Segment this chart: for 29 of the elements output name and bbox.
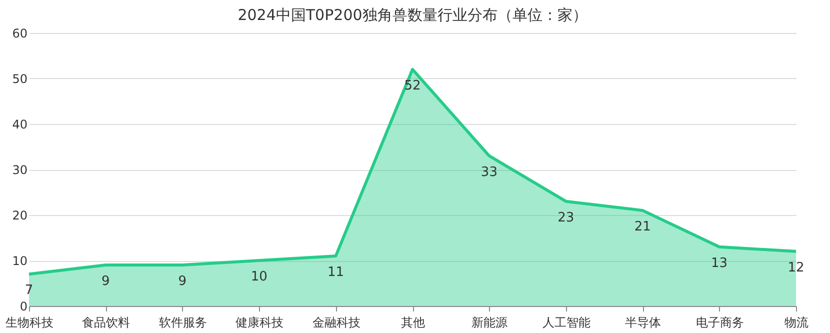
data-label: 7 xyxy=(24,283,34,298)
x-tick-label: 金融科技 xyxy=(312,316,360,330)
x-tick-label: 生物科技 xyxy=(6,316,54,330)
data-label: 21 xyxy=(634,219,651,234)
data-label: 10 xyxy=(250,270,268,284)
x-tick-label: 健康科技 xyxy=(236,316,284,330)
x-tick-label: 电子商务 xyxy=(696,316,744,330)
data-label: 12 xyxy=(788,260,804,276)
data-label: 9 xyxy=(178,274,187,290)
y-tick-label: 30 xyxy=(12,163,28,177)
x-tick-label: 其他 xyxy=(401,316,425,330)
x-tick-label: 食品饮料 xyxy=(82,316,130,330)
y-tick-label: 20 xyxy=(12,208,28,222)
y-tick-label: 50 xyxy=(12,72,28,86)
x-tick-label: 物流 xyxy=(784,316,808,330)
data-label: 13 xyxy=(711,256,728,271)
x-tick-label: 半导体 xyxy=(625,316,662,330)
data-label: 33 xyxy=(480,164,498,180)
x-tick-label: 新能源 xyxy=(472,316,508,330)
y-tick-label: 10 xyxy=(12,254,28,268)
x-tick-label: 人工智能 xyxy=(542,316,590,330)
x-tick-label: 软件服务 xyxy=(158,316,207,330)
data-label: 9 xyxy=(102,274,110,290)
y-tick-label: 60 xyxy=(12,26,28,40)
chart-title: 2024中国T0P200独角兽数量行业分布（单位：家） xyxy=(238,6,588,24)
y-tick-label: 40 xyxy=(12,118,28,132)
data-label: 11 xyxy=(328,264,344,280)
data-label: 23 xyxy=(558,210,574,226)
y-tick-label: 0 xyxy=(20,300,28,314)
